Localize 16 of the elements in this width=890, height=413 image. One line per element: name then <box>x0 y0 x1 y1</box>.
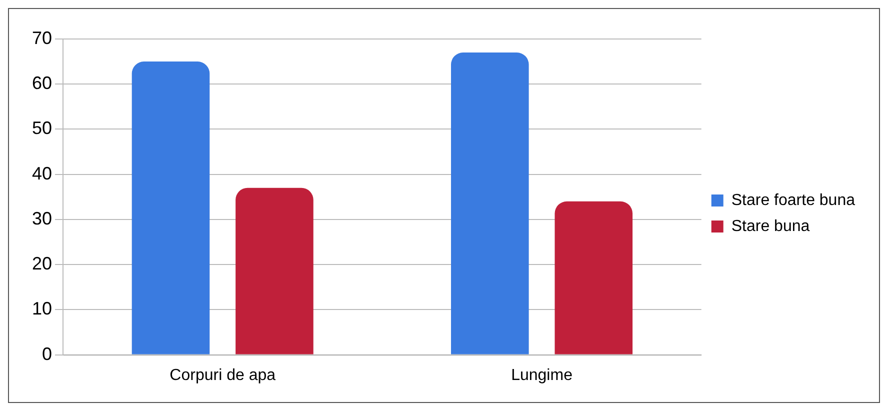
y-tick-label: 30 <box>32 208 52 228</box>
y-tick-label: 40 <box>32 163 52 184</box>
y-tick-label: 70 <box>32 28 52 48</box>
bar <box>451 52 529 354</box>
bar <box>132 62 210 354</box>
y-tick-label: 50 <box>32 118 52 138</box>
y-tick-label: 20 <box>32 254 52 274</box>
x-tick-label: Corpuri de apa <box>170 366 276 384</box>
legend-label: Stare foarte buna <box>731 192 856 209</box>
y-tick-label: 0 <box>42 344 52 364</box>
bar <box>236 188 314 354</box>
x-tick-label: Lungime <box>511 366 573 384</box>
y-tick-label: 60 <box>32 73 52 94</box>
y-tick-label: 10 <box>32 298 52 319</box>
legend-label: Stare buna <box>731 218 810 235</box>
bar <box>554 201 633 354</box>
